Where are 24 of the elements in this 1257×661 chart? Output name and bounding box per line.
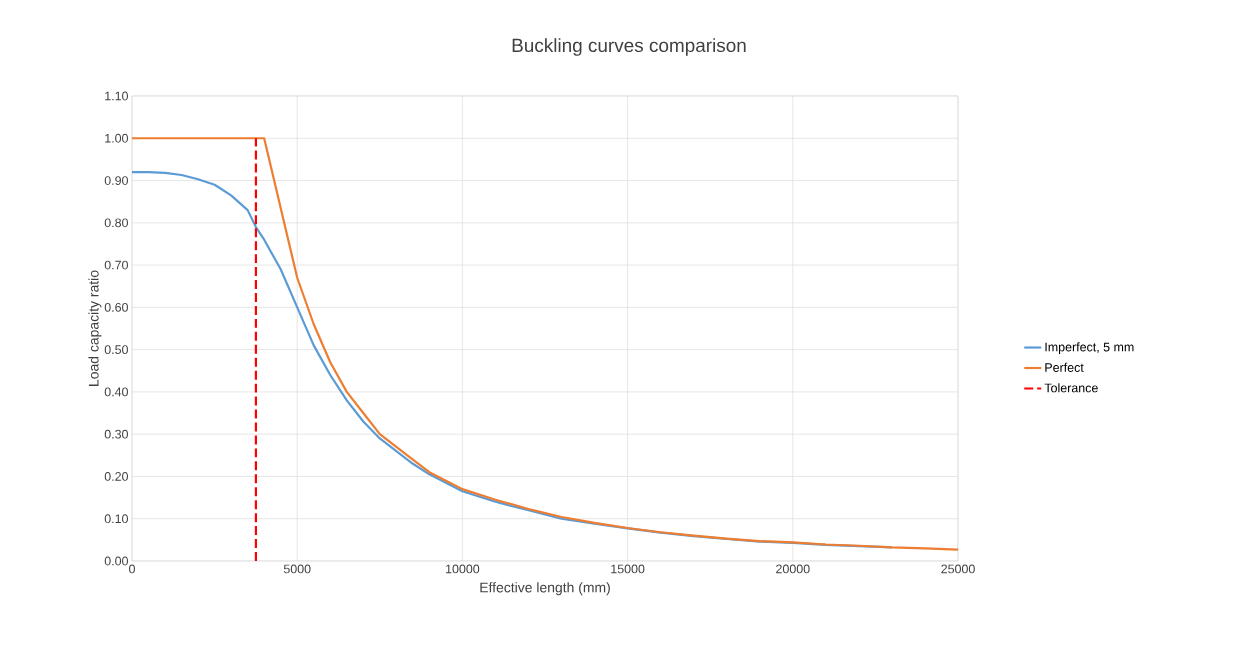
chart-title: Buckling curves comparison xyxy=(512,38,746,56)
y-tick-label: 0.70 xyxy=(104,260,128,270)
legend-label: Imperfect, 5 mm xyxy=(1045,342,1134,354)
x-tick-label: 20000 xyxy=(776,564,810,574)
x-axis-title: Effective length (mm) xyxy=(480,582,610,596)
y-tick-label: 0.00 xyxy=(104,556,128,566)
y-tick-label: 0.50 xyxy=(104,345,128,355)
y-tick-label: 0.60 xyxy=(104,302,128,312)
legend-label: Tolerance xyxy=(1044,383,1098,393)
legend-label: Perfect xyxy=(1045,362,1084,372)
y-tick-label: 0.80 xyxy=(104,218,128,228)
y-tick-label: 0.40 xyxy=(104,387,128,397)
y-tick-label: 0.10 xyxy=(104,514,128,524)
x-tick-label: 25000 xyxy=(941,564,975,574)
y-tick-label: 0.20 xyxy=(104,472,128,481)
y-tick-label: 1.10 xyxy=(105,91,128,101)
y-tick-label: 0.90 xyxy=(104,176,128,185)
x-tick-label: 10000 xyxy=(446,564,480,574)
y-tick-label: 1.00 xyxy=(105,133,128,143)
x-tick-label: 0 xyxy=(129,564,135,574)
x-tick-label: 15000 xyxy=(611,564,645,574)
y-tick-label: 0.30 xyxy=(104,429,128,439)
y-axis-title: Load capacity ratio xyxy=(88,270,102,386)
x-tick-label: 5000 xyxy=(283,564,311,574)
